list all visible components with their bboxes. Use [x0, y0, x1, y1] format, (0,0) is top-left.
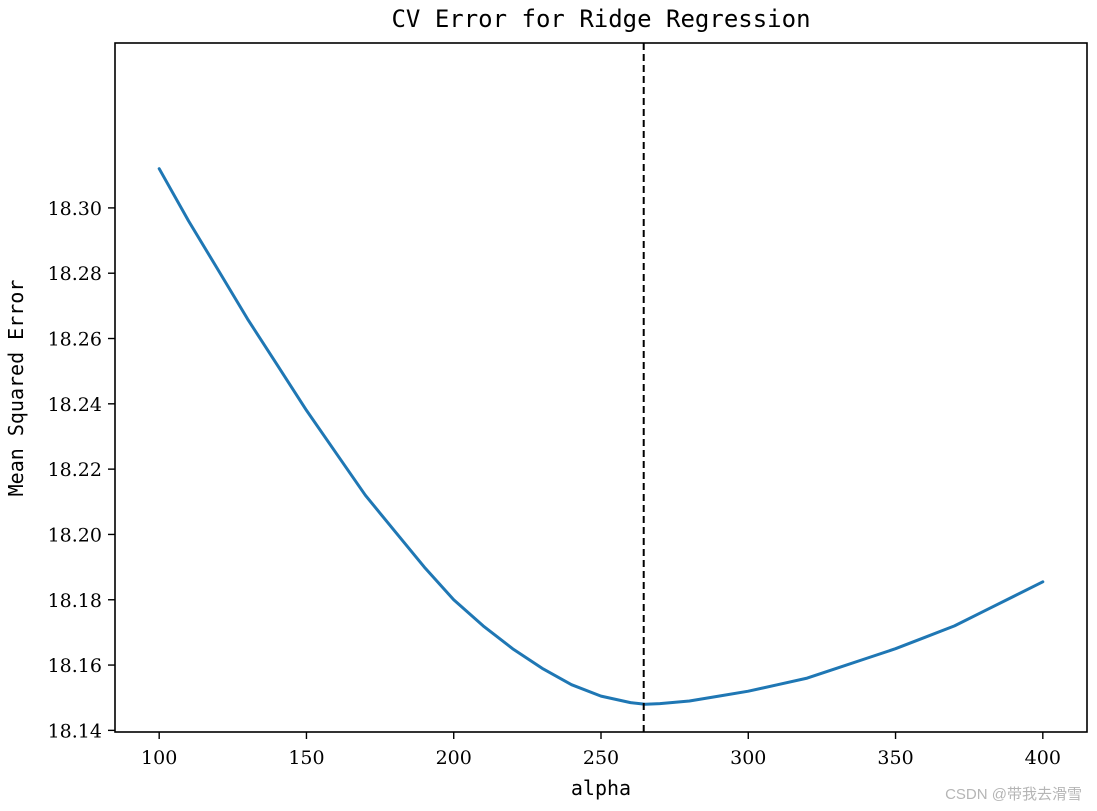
y-axis: 18.14 18.16 18.18 18.20 18.22 18.24 18.26 18.28… — [48, 198, 115, 742]
y-tick-label: 18.26 — [48, 329, 102, 351]
x-tick-label: 100 — [141, 747, 177, 769]
y-tick-label: 18.22 — [48, 459, 102, 481]
y-tick-label: 18.16 — [48, 655, 102, 677]
y-tick-label: 18.30 — [48, 198, 102, 220]
plot-frame — [114, 42, 1088, 733]
x-axis-label: alpha — [571, 776, 631, 800]
y-axis-label: Mean Squared Error — [4, 280, 28, 497]
x-tick-label: 200 — [436, 747, 472, 769]
watermark-text: CSDN @带我去滑雪 — [945, 786, 1082, 803]
plot-area — [157, 43, 1045, 732]
x-tick-label: 300 — [730, 747, 766, 769]
y-tick-label: 18.28 — [48, 263, 102, 285]
chart-title: CV Error for Ridge Regression — [391, 5, 810, 33]
y-tick-label: 18.24 — [48, 394, 102, 416]
series-line-0 — [157, 167, 1045, 706]
y-tick-label: 18.14 — [48, 720, 102, 742]
x-tick-label: 150 — [288, 747, 324, 769]
x-tick-label: 250 — [583, 747, 619, 769]
y-tick-label: 18.20 — [48, 524, 102, 546]
x-tick-label: 350 — [877, 747, 913, 769]
x-axis: 100 150 200 250 300 350 400 — [141, 732, 1061, 769]
y-tick-label: 18.18 — [48, 590, 102, 612]
x-tick-label: 400 — [1025, 747, 1061, 769]
